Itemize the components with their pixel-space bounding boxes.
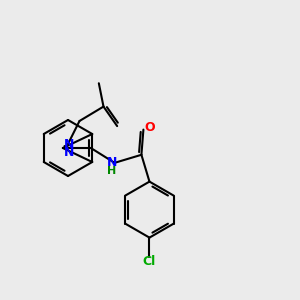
Text: H: H <box>107 166 116 176</box>
Text: N: N <box>64 146 74 160</box>
Text: N: N <box>106 156 117 169</box>
Text: Cl: Cl <box>143 255 156 268</box>
Text: O: O <box>144 121 155 134</box>
Text: N: N <box>64 137 74 151</box>
